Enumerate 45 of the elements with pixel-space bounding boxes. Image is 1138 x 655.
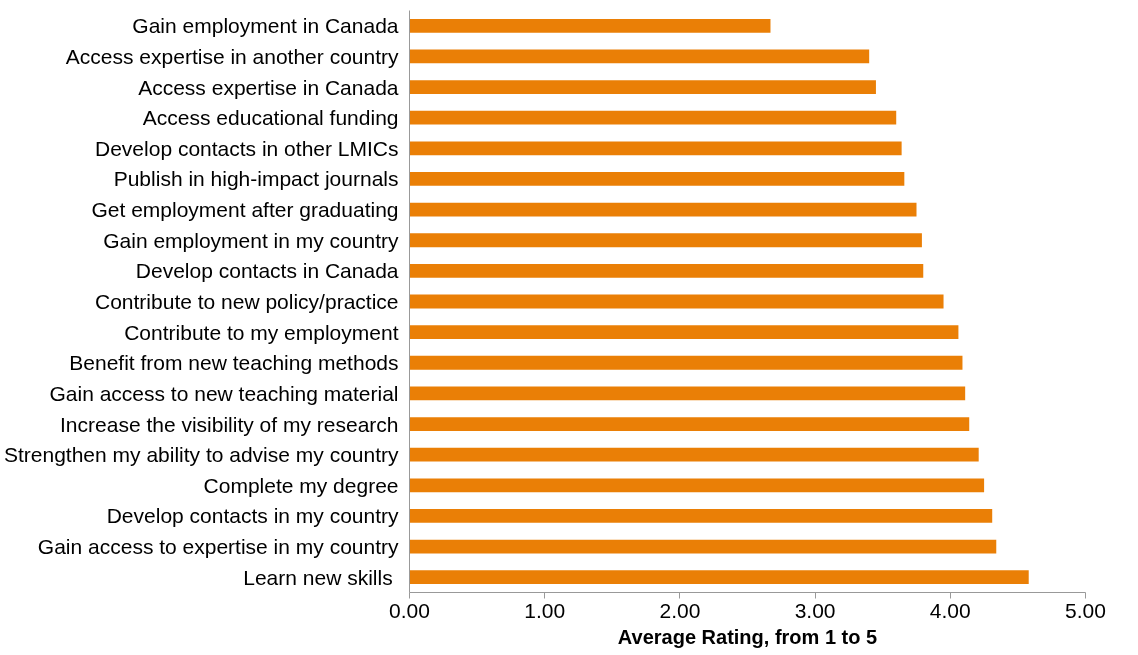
- y-tick-label: Develop contacts in other LMICs: [95, 136, 399, 160]
- bar: [409, 141, 902, 156]
- bar: [409, 263, 924, 278]
- bar: [409, 417, 970, 431]
- y-tick-label: Contribute to my employment: [124, 320, 399, 344]
- y-tick-label: Learn new skills: [243, 565, 393, 589]
- bar: [409, 18, 771, 33]
- bar: [409, 570, 1029, 585]
- y-tick-label: Gain employment in Canada: [132, 14, 399, 38]
- bar: [409, 49, 870, 64]
- y-tick-label: Develop contacts in my country: [106, 504, 399, 528]
- bar: [409, 447, 979, 462]
- bar: [409, 80, 876, 94]
- y-tick-label: Benefit from new teaching methods: [69, 351, 399, 375]
- bar: [409, 386, 966, 401]
- bar: [409, 233, 922, 248]
- y-tick-label: Gain employment in my country: [103, 228, 399, 252]
- y-tick-label: Gain access to expertise in my country: [37, 535, 399, 559]
- bar: [409, 509, 993, 523]
- x-tick-label: 2.00: [659, 598, 701, 622]
- y-tick-label: Increase the visibility of my research: [60, 412, 399, 436]
- x-axis-title: Average Rating, from 1 to 5: [617, 625, 878, 648]
- bar: [409, 539, 997, 554]
- bar: [409, 294, 944, 309]
- y-tick-label: Strengthen my ability to advise my country: [3, 443, 399, 467]
- y-tick-label: Access educational funding: [142, 106, 399, 130]
- bar: [409, 355, 963, 370]
- y-tick-label: Complete my degree: [203, 473, 399, 497]
- x-tick-label: 0.00: [389, 598, 430, 622]
- bar: [409, 172, 905, 186]
- y-tick-label: Get employment after graduating: [91, 198, 399, 222]
- y-tick-label: Contribute to new policy/practice: [95, 290, 399, 313]
- bar: [409, 202, 917, 217]
- x-tick-label: 5.00: [1065, 598, 1106, 622]
- bar: [409, 478, 985, 493]
- bar: [409, 325, 959, 340]
- x-tick-label: 3.00: [794, 598, 836, 622]
- bar: [409, 110, 897, 125]
- y-tick-label: Access expertise in Canada: [138, 75, 399, 99]
- y-tick-label: Access expertise in another country: [65, 44, 399, 68]
- y-tick-label: Publish in high-impact journals: [113, 167, 399, 191]
- x-tick-label: 4.00: [929, 598, 971, 622]
- y-tick-label: Develop contacts in Canada: [135, 259, 399, 283]
- x-tick-label: 1.00: [524, 598, 566, 622]
- y-tick-label: Gain access to new teaching material: [49, 381, 399, 405]
